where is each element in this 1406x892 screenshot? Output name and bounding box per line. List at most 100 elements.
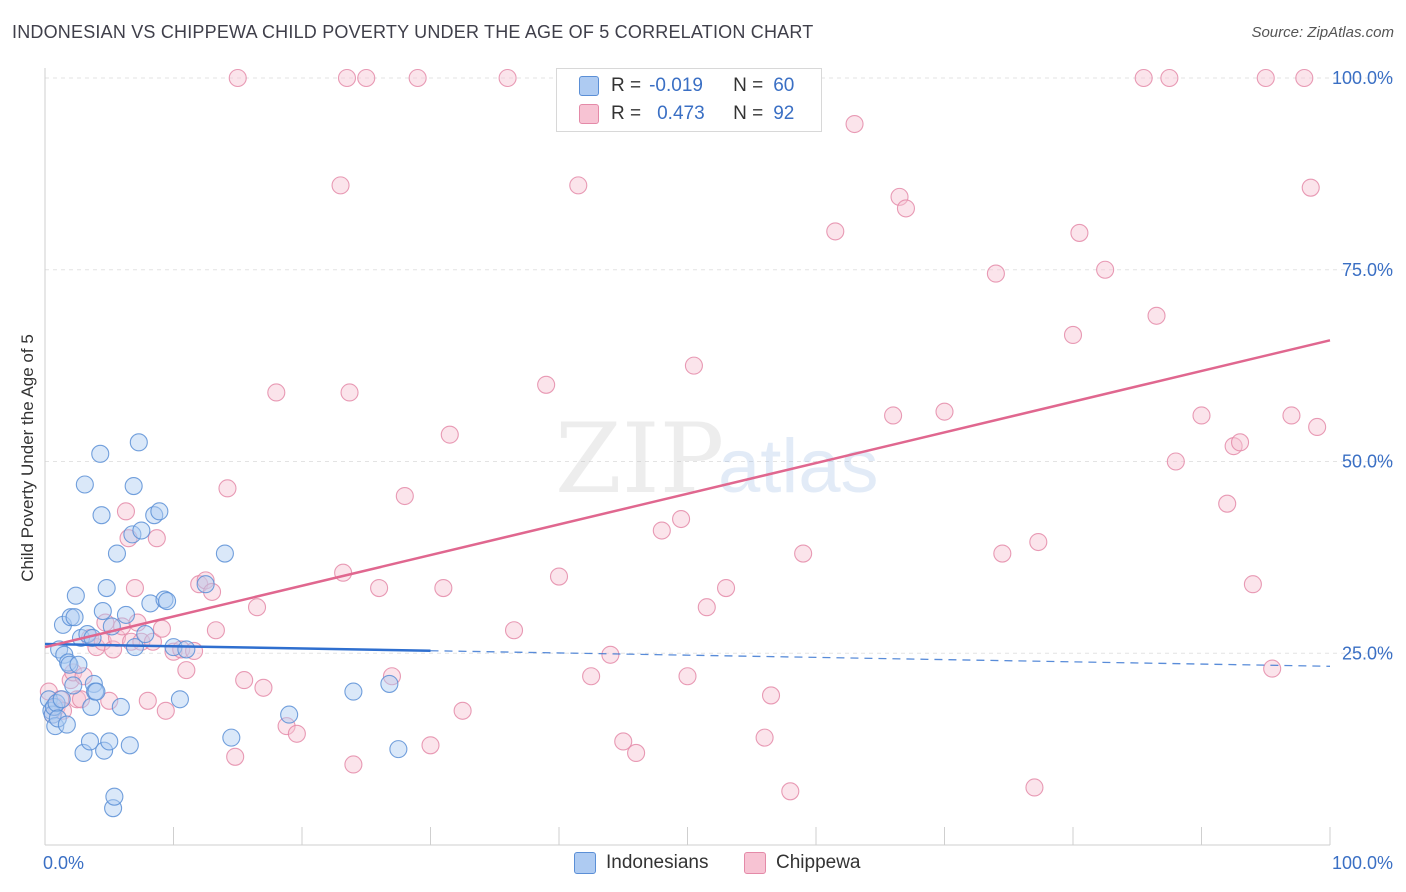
- indonesians-point: [61, 608, 80, 627]
- legend-swatch-blue: [574, 852, 596, 874]
- y-tick-label: 50.0%: [1342, 452, 1393, 472]
- legend-n-label: N =: [733, 75, 764, 96]
- chippewa-point: [1166, 452, 1185, 471]
- chippewa-point: [896, 199, 916, 218]
- chippewa-point: [1256, 68, 1275, 88]
- indonesians-point: [65, 608, 84, 627]
- chippewa-point: [100, 691, 119, 710]
- indonesians-point: [196, 575, 215, 594]
- chippewa-point: [334, 563, 353, 582]
- indonesians-point: [120, 736, 139, 755]
- chart-title: INDONESIAN VS CHIPPEWA CHILD POVERTY UND…: [12, 22, 814, 42]
- chippewa-point: [228, 68, 247, 88]
- indonesians-point: [97, 579, 116, 598]
- indonesians-point: [64, 676, 83, 695]
- chippewa-point: [684, 356, 703, 375]
- chippewa-point: [1147, 306, 1166, 325]
- indonesians-point: [92, 506, 111, 525]
- chippewa-point: [218, 479, 237, 498]
- indonesians-point: [129, 433, 148, 452]
- chippewa-point: [1295, 68, 1314, 88]
- indonesians-point: [107, 544, 127, 563]
- legend-item-chippewa[interactable]: Chippewa: [744, 852, 861, 874]
- grid-lines: [45, 77, 1395, 654]
- chippewa-point: [755, 728, 774, 747]
- chippewa-point: [537, 375, 556, 394]
- chippewa-trend-line: [44, 339, 1331, 649]
- indonesians-point: [69, 655, 88, 674]
- chippewa-point: [267, 383, 286, 402]
- indonesians-point: [93, 602, 112, 621]
- chippewa-point: [498, 68, 517, 88]
- chippewa-point: [156, 701, 175, 720]
- indonesians-point: [74, 743, 93, 763]
- chippewa-point: [697, 598, 716, 617]
- indonesians-point: [158, 592, 177, 611]
- indonesians-point: [82, 697, 101, 716]
- y-tick-label: 25.0%: [1342, 643, 1393, 663]
- chippewa-point: [761, 686, 781, 705]
- legend-swatch-pink: [744, 852, 766, 874]
- chippewa-point: [68, 690, 87, 709]
- chippewa-point: [884, 406, 903, 425]
- watermark: ZIP atlas: [555, 403, 879, 515]
- indonesians-point: [75, 475, 94, 494]
- chippewa-point: [826, 222, 845, 241]
- indonesians-point: [104, 799, 123, 818]
- indonesians-point: [57, 715, 76, 734]
- chippewa-point: [440, 425, 459, 444]
- tick-labels: 25.0% 50.0% 75.0% 100.0% 0.0% 100.0%: [43, 68, 1393, 873]
- chippewa-point: [177, 661, 196, 680]
- chippewa-point: [716, 579, 736, 598]
- legend-r-value: 0.473: [657, 103, 705, 124]
- indonesians-point: [100, 732, 119, 751]
- legend-n-value: 92: [773, 103, 795, 124]
- y-tick-label: 100.0%: [1332, 68, 1393, 88]
- indonesians-point: [222, 728, 241, 747]
- indonesians-point: [215, 544, 234, 563]
- indonesians-point: [66, 586, 85, 605]
- chippewa-point: [196, 571, 215, 590]
- chippewa-point: [1243, 575, 1262, 594]
- legend-r-value: -0.019: [649, 75, 703, 96]
- indonesians-point: [52, 690, 71, 709]
- legend-r-label: R =: [611, 75, 642, 96]
- chippewa-point: [781, 782, 800, 801]
- indonesians-point: [136, 625, 155, 644]
- chippewa-point: [340, 383, 359, 402]
- indonesians-point: [380, 674, 399, 693]
- chippewa-point: [147, 529, 166, 548]
- chippewa-point: [1160, 68, 1179, 88]
- chippewa-point: [1218, 494, 1237, 513]
- chippewa-point: [138, 691, 157, 710]
- chippewa-point: [344, 755, 363, 774]
- chippewa-point: [370, 579, 389, 598]
- legend-item-indonesians[interactable]: Indonesians: [574, 852, 708, 874]
- indonesians-point: [280, 705, 299, 724]
- indonesians-point: [95, 741, 114, 760]
- indonesians-point: [170, 690, 189, 709]
- chippewa-point: [152, 619, 171, 638]
- legend-label-indonesians: Indonesians: [606, 852, 709, 873]
- indonesians-point: [80, 732, 100, 751]
- indonesians-trend-line: [44, 642, 431, 652]
- chippewa-point: [1025, 778, 1044, 797]
- chippewa-point: [331, 176, 350, 195]
- chippewa-point: [247, 598, 267, 617]
- indonesians-point: [132, 521, 151, 540]
- chippewa-point: [1308, 417, 1327, 437]
- series-legend: Indonesians Chippewa: [0, 852, 1406, 878]
- indonesians-point: [344, 682, 363, 701]
- chippewa-point: [504, 621, 524, 640]
- legend-row-chippewa: R = 0.473 N = 92: [579, 101, 794, 127]
- chippewa-point: [357, 68, 376, 88]
- chippewa-point: [1192, 406, 1211, 425]
- indonesians-point: [91, 444, 110, 463]
- x-tick-label: 100.0%: [1332, 853, 1393, 873]
- source-label: Source: ZipAtlas.com: [1251, 24, 1394, 41]
- chippewa-point: [845, 114, 864, 134]
- chippewa-point: [1029, 532, 1048, 552]
- chippewa-point: [569, 176, 588, 195]
- legend-r-label: R =: [611, 103, 642, 124]
- chippewa-point: [203, 582, 222, 601]
